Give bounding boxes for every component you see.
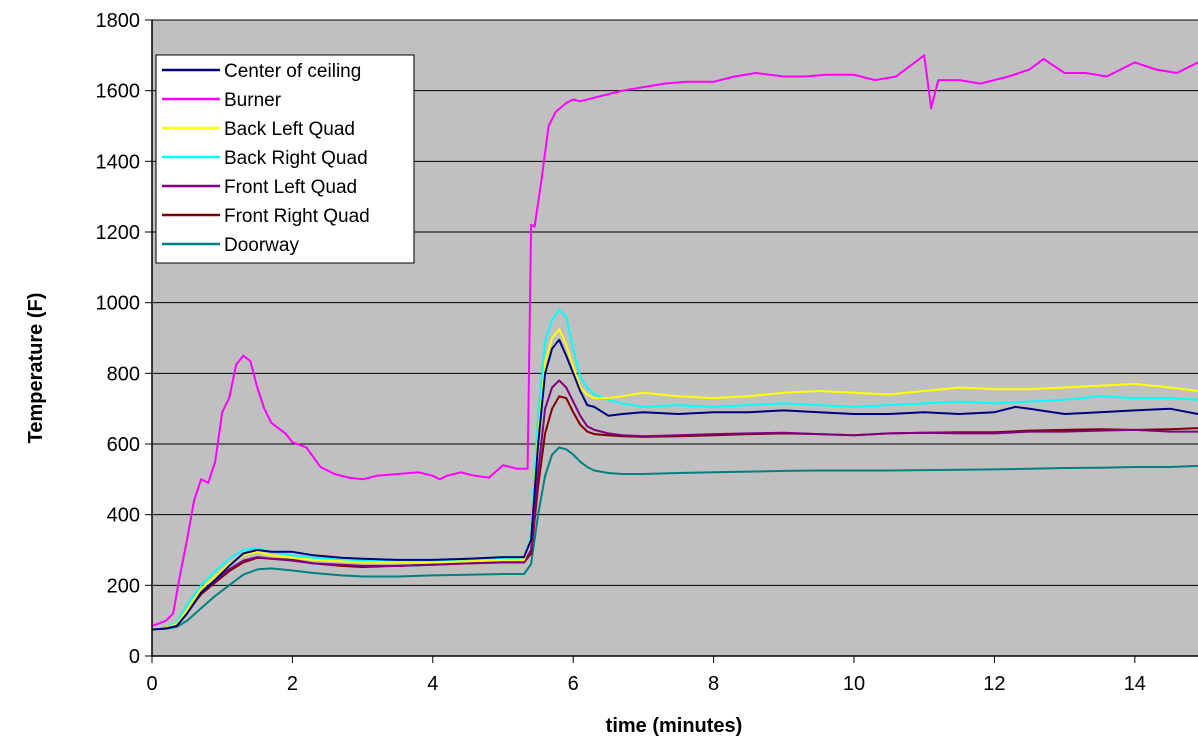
legend-label: Back Left Quad <box>224 119 355 140</box>
x-tick-label: 12 <box>983 673 1005 695</box>
legend-label: Front Left Quad <box>224 177 357 198</box>
y-tick-label: 400 <box>107 505 140 527</box>
legend-label: Doorway <box>224 235 299 256</box>
y-tick-label: 200 <box>107 575 140 597</box>
x-tick-label: 4 <box>427 673 438 695</box>
x-tick-label: 10 <box>843 673 865 695</box>
legend-label: Burner <box>224 90 282 111</box>
x-tick-label: 14 <box>1124 673 1146 695</box>
y-tick-label: 1600 <box>96 81 141 103</box>
legend: Center of ceiling Burner Back Left Quad Bac… <box>156 55 414 263</box>
y-tick-label: 800 <box>107 363 140 385</box>
legend-label: Back Right Quad <box>224 148 368 169</box>
x-tick-label: 8 <box>708 673 719 695</box>
x-axis-title: time (minutes) <box>606 715 743 737</box>
x-tick-label: 0 <box>146 673 157 695</box>
y-tick-label: 1200 <box>96 222 141 244</box>
legend-label: Front Right Quad <box>224 206 370 227</box>
y-tick-label: 600 <box>107 434 140 456</box>
y-tick-label: 1400 <box>96 151 141 173</box>
y-axis-title: Temperature (F) <box>25 293 47 444</box>
x-tick-label: 6 <box>568 673 579 695</box>
y-tick-label: 1000 <box>96 293 141 315</box>
x-tick-label: 2 <box>287 673 298 695</box>
y-tick-label: 1800 <box>96 10 141 32</box>
y-tick-label: 0 <box>129 646 140 668</box>
legend-label: Center of ceiling <box>224 61 361 82</box>
